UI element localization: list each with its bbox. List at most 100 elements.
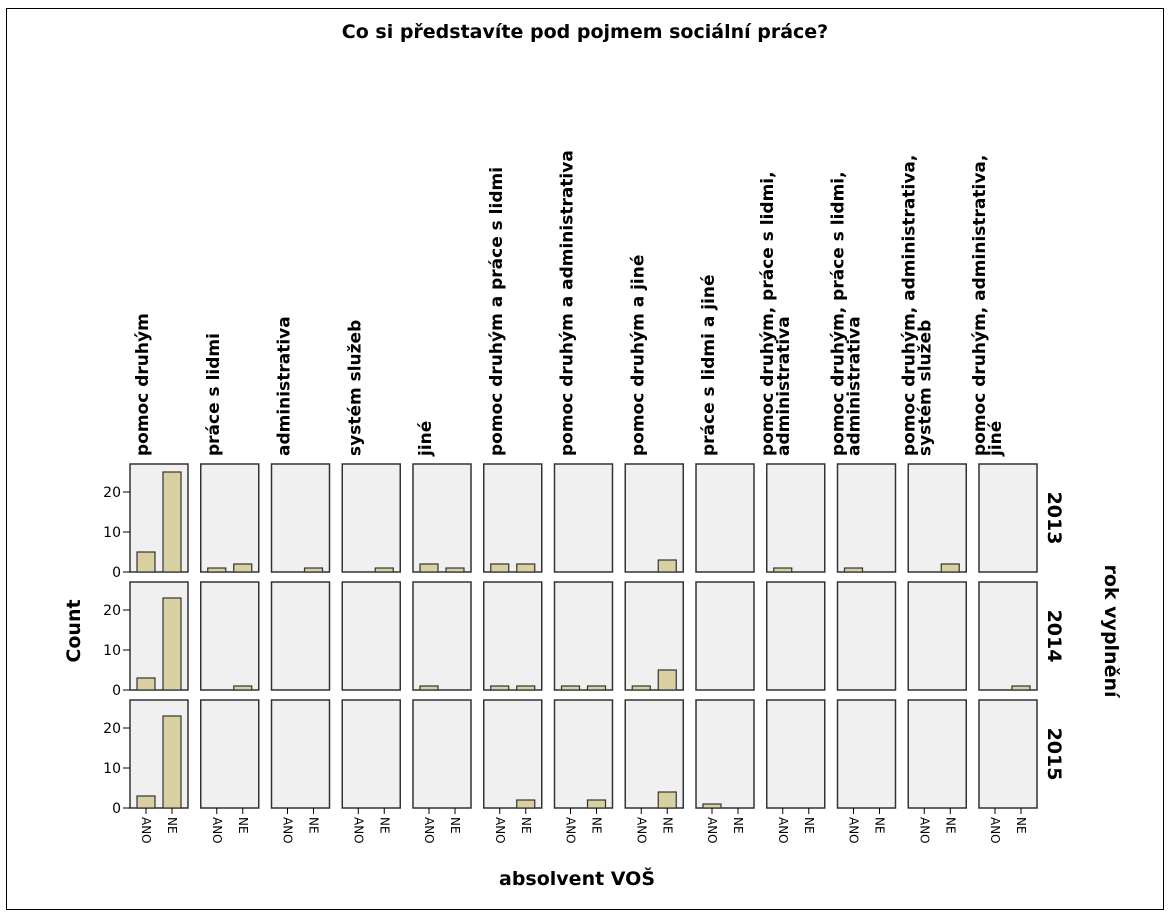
facet-panel <box>695 581 755 691</box>
facet-panel <box>200 463 260 573</box>
facet-panel <box>483 463 543 573</box>
facet-panel <box>412 463 472 573</box>
facet-panel <box>553 699 614 809</box>
column-label: jiné <box>416 421 436 457</box>
x-tick-label: NE <box>519 817 533 834</box>
x-tick-label: NE <box>1014 817 1028 834</box>
facet-panel <box>695 463 755 573</box>
y-tick-label: 10 <box>103 643 121 659</box>
x-tick-label: NE <box>236 817 250 834</box>
y-tick-label: 0 <box>112 565 121 581</box>
x-axis-title: absolvent VOŠ <box>499 866 655 890</box>
x-tick-label: NE <box>165 817 179 834</box>
facet-panel <box>624 463 684 573</box>
x-tick-label: ANO <box>634 817 648 844</box>
x-tick-label: NE <box>660 817 674 834</box>
facet-panel <box>766 699 826 809</box>
bar <box>516 685 536 691</box>
column-label: pomoc druhým a práce s lidmi <box>487 167 507 456</box>
bar <box>773 567 793 573</box>
bar <box>657 669 677 691</box>
x-tick-label: ANO <box>776 817 790 844</box>
x-tick-label: NE <box>307 817 321 834</box>
x-tick-label: ANO <box>917 817 931 844</box>
column-label: pomoc druhým a jiné <box>628 255 648 456</box>
bar <box>657 559 677 573</box>
bar <box>586 799 607 809</box>
column-label: pomoc druhým, práce s lidmi,administrati… <box>758 171 794 456</box>
facet-panel <box>270 581 331 691</box>
column-label: administrativa <box>275 316 295 456</box>
facet-panel <box>766 463 826 573</box>
x-tick-label: NE <box>377 817 391 834</box>
facet-panel <box>978 699 1038 809</box>
facet-panel <box>483 581 543 691</box>
bar <box>419 685 439 691</box>
row-label: 2014 <box>1043 610 1065 663</box>
column-label: práce s lidmi <box>204 333 224 456</box>
x-tick-label: NE <box>943 817 957 834</box>
x-tick-label: NE <box>590 817 604 834</box>
chart-panels: pomoc druhým práce s lidmi administrativa s… <box>103 150 1065 843</box>
facet-panel <box>624 699 684 809</box>
y-tick-label: 0 <box>112 801 121 817</box>
x-tick-label: NE <box>731 817 745 834</box>
column-label: pomoc druhým <box>133 313 153 456</box>
bar <box>516 799 536 809</box>
x-tick-label: ANO <box>705 817 719 844</box>
facet-panel <box>412 699 472 809</box>
y-tick-label: 10 <box>103 761 121 777</box>
facet-panel <box>836 581 897 691</box>
facet-panel <box>553 463 614 573</box>
facet-panel <box>836 699 897 809</box>
bar <box>445 567 465 573</box>
facet-panel <box>341 699 401 809</box>
bar <box>702 803 722 809</box>
row-label: 2013 <box>1043 492 1065 545</box>
x-tick-label: NE <box>873 817 887 834</box>
bar <box>1011 685 1031 691</box>
y-tick-label: 0 <box>112 683 121 699</box>
facet-panel <box>836 463 897 573</box>
chart-frame: Co si představíte pod pojmem sociální pr… <box>6 8 1164 910</box>
facet-panel <box>200 581 260 691</box>
y-tick-label: 20 <box>103 721 121 737</box>
y-tick-label: 20 <box>103 485 121 501</box>
bar <box>207 567 227 573</box>
facet-panel <box>483 699 543 809</box>
column-label: pomoc druhým, administrativa,systém služ… <box>899 155 935 456</box>
x-tick-label: ANO <box>422 817 436 844</box>
bar <box>631 685 651 691</box>
facet-panel <box>695 699 755 809</box>
x-tick-label: NE <box>802 817 816 834</box>
chart-svg: Co si představíte pod pojmem sociální pr… <box>63 21 1122 890</box>
facet-panel <box>907 699 967 809</box>
facet-panel <box>341 581 401 691</box>
x-tick-label: ANO <box>988 817 1002 844</box>
column-label: systém služeb <box>345 320 365 456</box>
bar <box>136 795 156 809</box>
bar <box>843 567 864 573</box>
bar <box>233 685 253 691</box>
bar <box>136 551 156 573</box>
y-tick-label: 20 <box>103 603 121 619</box>
y-axis-title: Count <box>63 599 85 662</box>
facet-panel <box>766 581 826 691</box>
facet-panel <box>270 463 331 573</box>
bar <box>162 715 182 809</box>
facet-panel <box>412 581 472 691</box>
column-label: pomoc druhým, administrativa,jiné <box>970 155 1006 457</box>
x-tick-label: NE <box>448 817 462 834</box>
x-tick-label: ANO <box>847 817 861 844</box>
facet-panel <box>341 463 401 573</box>
bar <box>586 685 607 691</box>
column-label: pomoc druhým a administrativa <box>558 150 578 456</box>
facet-panel <box>978 463 1038 573</box>
bar <box>136 677 156 691</box>
row-variable-title: rok vyplnění <box>1100 564 1122 698</box>
bar <box>374 567 394 573</box>
x-tick-label: ANO <box>493 817 507 844</box>
x-tick-label: ANO <box>351 817 365 844</box>
facet-panel <box>907 581 967 691</box>
facet-panel <box>200 699 260 809</box>
